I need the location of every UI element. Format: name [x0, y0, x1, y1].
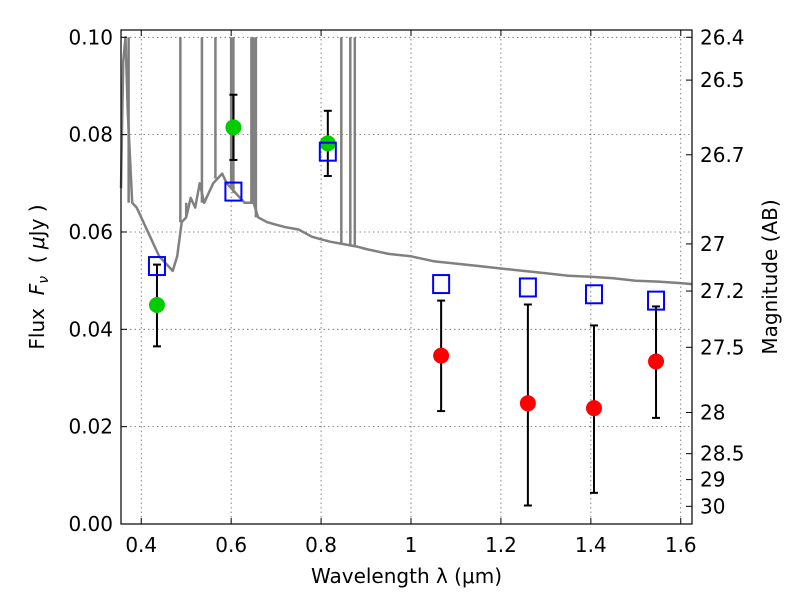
- data-points: [147, 93, 666, 507]
- y-tick-label: 0.10: [68, 25, 113, 49]
- model-band-point: [647, 290, 666, 311]
- model-band-point: [518, 277, 537, 298]
- mag-tick-label: 29: [700, 468, 725, 492]
- mag-tick-label: 28: [700, 400, 725, 424]
- y-axis-label: Flux Fν ( μJy ): [25, 204, 52, 349]
- mag-tick-label: 27.5: [700, 335, 745, 359]
- upper-limit-point: [519, 395, 536, 412]
- y-tick-label: 0.06: [68, 220, 113, 244]
- mag-tick-label: 26.7: [700, 143, 745, 167]
- y-axis-label-part: Flux: [25, 295, 49, 349]
- y-tick-label: 0.00: [68, 512, 113, 536]
- x-tick-label: 1.6: [665, 533, 697, 557]
- x-axis-label: Wavelength λ (μm): [311, 564, 502, 588]
- y-tick-label: 0.04: [68, 317, 113, 341]
- detection-point: [148, 296, 165, 313]
- mag-tick-label: 27: [700, 232, 725, 256]
- plot-frame: [120, 29, 693, 525]
- detection-point: [225, 119, 242, 136]
- y-axis-label-part: F: [25, 283, 49, 295]
- x-tick-label: 0.8: [305, 533, 337, 557]
- x-tick-label: 1: [405, 533, 418, 557]
- x-tick-label: 1.4: [575, 533, 607, 557]
- model-band-point: [224, 181, 243, 202]
- model-band-point: [147, 256, 166, 277]
- model-spectrum-line: [119, 36, 693, 286]
- model-band-point: [584, 284, 603, 305]
- mag-tick-label: 26.5: [700, 68, 745, 92]
- model-band-point: [432, 274, 451, 295]
- axis-ticks: 0.4 0.6 0.8 1 1.2 1.4 1.6 0.00 0.02 0.04 0.06 0.08 0…: [68, 25, 744, 557]
- y-axis-label-part: Jy ): [25, 204, 49, 238]
- mag-tick-label: 27.2: [700, 279, 745, 303]
- x-tick-label: 0.4: [125, 533, 157, 557]
- right-axis-label: Magnitude (AB): [758, 199, 782, 354]
- mag-tick-label: 30: [700, 494, 725, 518]
- y-tick-label: 0.08: [68, 123, 113, 147]
- upper-limit-point: [648, 353, 665, 370]
- upper-limit-point: [585, 400, 602, 417]
- y-axis-label-part: ν: [36, 276, 52, 284]
- y-tick-label: 0.02: [68, 415, 113, 439]
- x-tick-label: 0.6: [215, 533, 247, 557]
- upper-limit-point: [433, 347, 450, 364]
- mag-tick-label: 28.5: [700, 442, 745, 466]
- model-band-point: [318, 141, 337, 162]
- y-axis-label-part: (: [25, 249, 49, 276]
- y-axis-label-part: μ: [25, 236, 49, 250]
- x-tick-label: 1.2: [485, 533, 517, 557]
- model-spectrum: [119, 36, 693, 286]
- mag-tick-label: 26.4: [700, 25, 745, 49]
